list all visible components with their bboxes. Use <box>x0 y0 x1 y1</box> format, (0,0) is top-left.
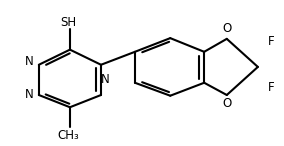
Text: O: O <box>222 97 231 110</box>
Text: O: O <box>222 22 231 35</box>
Text: F: F <box>268 81 274 94</box>
Text: CH₃: CH₃ <box>58 129 80 142</box>
Text: N: N <box>24 55 33 68</box>
Text: N: N <box>24 88 33 101</box>
Text: SH: SH <box>60 16 77 29</box>
Text: F: F <box>268 34 274 47</box>
Text: N: N <box>101 73 110 86</box>
